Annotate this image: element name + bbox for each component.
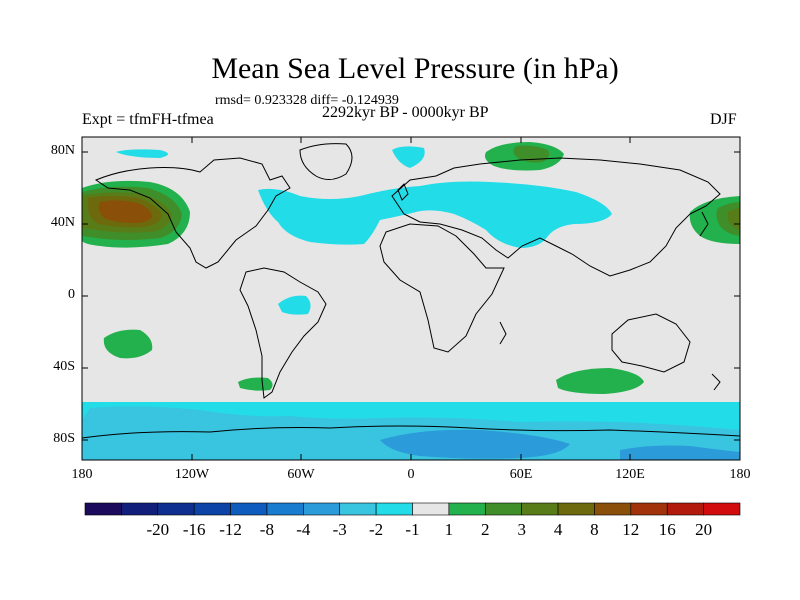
south-atlantic-positive: [238, 377, 273, 391]
greenland-coast: [299, 143, 353, 180]
colorbar-swatch: [484, 502, 522, 516]
colorbar-swatch: [448, 502, 486, 516]
antarctica-coast: [82, 425, 740, 439]
colorbar-swatch: [594, 502, 632, 516]
colorbar-label: -20: [146, 520, 170, 539]
colorbar-swatch: [193, 502, 231, 516]
arctic-positive-2: [513, 145, 550, 163]
y-tick-label: 40S: [53, 359, 75, 374]
colorbar-label: -4: [296, 520, 311, 539]
colorbar-label: -1: [405, 520, 420, 539]
indian-ocean-positive: [556, 368, 644, 394]
map-title: Mean Sea Level Pressure (in hPa): [211, 52, 619, 85]
southern-ocean-dark-patch-1: [380, 429, 570, 459]
x-tick-label: 60W: [287, 467, 315, 482]
colorbar-swatch: [84, 502, 122, 516]
amazon-negative: [278, 295, 311, 315]
colorbar-swatch: [230, 502, 268, 516]
colorbar-label: 16: [658, 520, 676, 539]
colorbar-swatch: [557, 502, 595, 516]
y-tick-label: 40N: [50, 215, 75, 230]
southern-ocean-dark-patch-2: [620, 445, 740, 460]
australia-coast: [611, 313, 691, 373]
anomaly-regions: [82, 142, 740, 460]
colorbar-swatch: [121, 502, 159, 516]
y-tick-label: 80N: [50, 143, 75, 158]
x-axis-ticks: [81, 137, 741, 460]
x-tick-label: 120W: [174, 467, 210, 482]
south-america-coast: [239, 267, 327, 399]
season-label: DJF: [710, 111, 737, 128]
stats-label: rmsd= 0.923328 diff= -0.124939: [215, 93, 399, 108]
arctic-negative-1: [116, 149, 168, 158]
colorbar-swatch: [703, 502, 741, 516]
colorbar-label: 3: [517, 520, 526, 539]
colorbar-label: -3: [332, 520, 347, 539]
x-tick-label: 60E: [509, 467, 533, 482]
africa-coast: [379, 223, 505, 353]
x-tick-label: 120E: [615, 467, 645, 482]
colorbar-swatch: [630, 502, 668, 516]
colorbar-label: 4: [553, 520, 563, 539]
colorbar-swatch: [157, 502, 195, 516]
colorbar-label: 8: [590, 520, 599, 539]
x-tick-label: 0: [407, 467, 415, 482]
north-atlantic-eurasia-negative: [258, 181, 612, 248]
colorbar-label: 2: [481, 520, 490, 539]
colorbar-swatch: [266, 502, 304, 516]
experiment-label: Expt = tfmFH-tfmea: [82, 111, 214, 128]
y-axis-ticks: [82, 151, 740, 441]
colorbar-swatch: [412, 502, 450, 516]
eurasia-coast: [391, 157, 721, 277]
madagascar-coast: [499, 321, 507, 345]
colorbar-label: -16: [182, 520, 206, 539]
north-pacific-positive-5: [98, 200, 152, 223]
colorbar-label: -2: [369, 520, 384, 539]
north-america-coast: [94, 157, 291, 269]
colorbar-label: 12: [622, 520, 640, 539]
colorbar-label: -12: [219, 520, 242, 539]
arctic-negative-2: [392, 146, 425, 168]
x-tick-label: 180: [729, 467, 751, 482]
coastlines: [82, 143, 740, 439]
colorbar-label: 20: [695, 520, 713, 539]
new-zealand-coast: [711, 373, 721, 391]
colorbar-swatch: [303, 502, 341, 516]
colorbar-swatch: [666, 502, 704, 516]
colorbar-swatch: [339, 502, 377, 516]
period-label: 2292kyr BP - 0000kyr BP: [322, 104, 489, 121]
japan-coast: [699, 211, 709, 237]
colorbar-swatch: [521, 502, 559, 516]
southern-ocean-mid-patch: [82, 406, 740, 460]
british-isles-coast: [397, 183, 409, 201]
colorbar-swatch: [375, 502, 413, 516]
colorbar-label: 1: [444, 520, 454, 539]
x-tick-label: 180: [71, 467, 93, 482]
colorbar-label: -8: [259, 520, 274, 539]
south-pacific-positive: [103, 329, 153, 359]
y-tick-label: 80S: [53, 431, 75, 446]
y-tick-label: 0: [68, 287, 75, 302]
